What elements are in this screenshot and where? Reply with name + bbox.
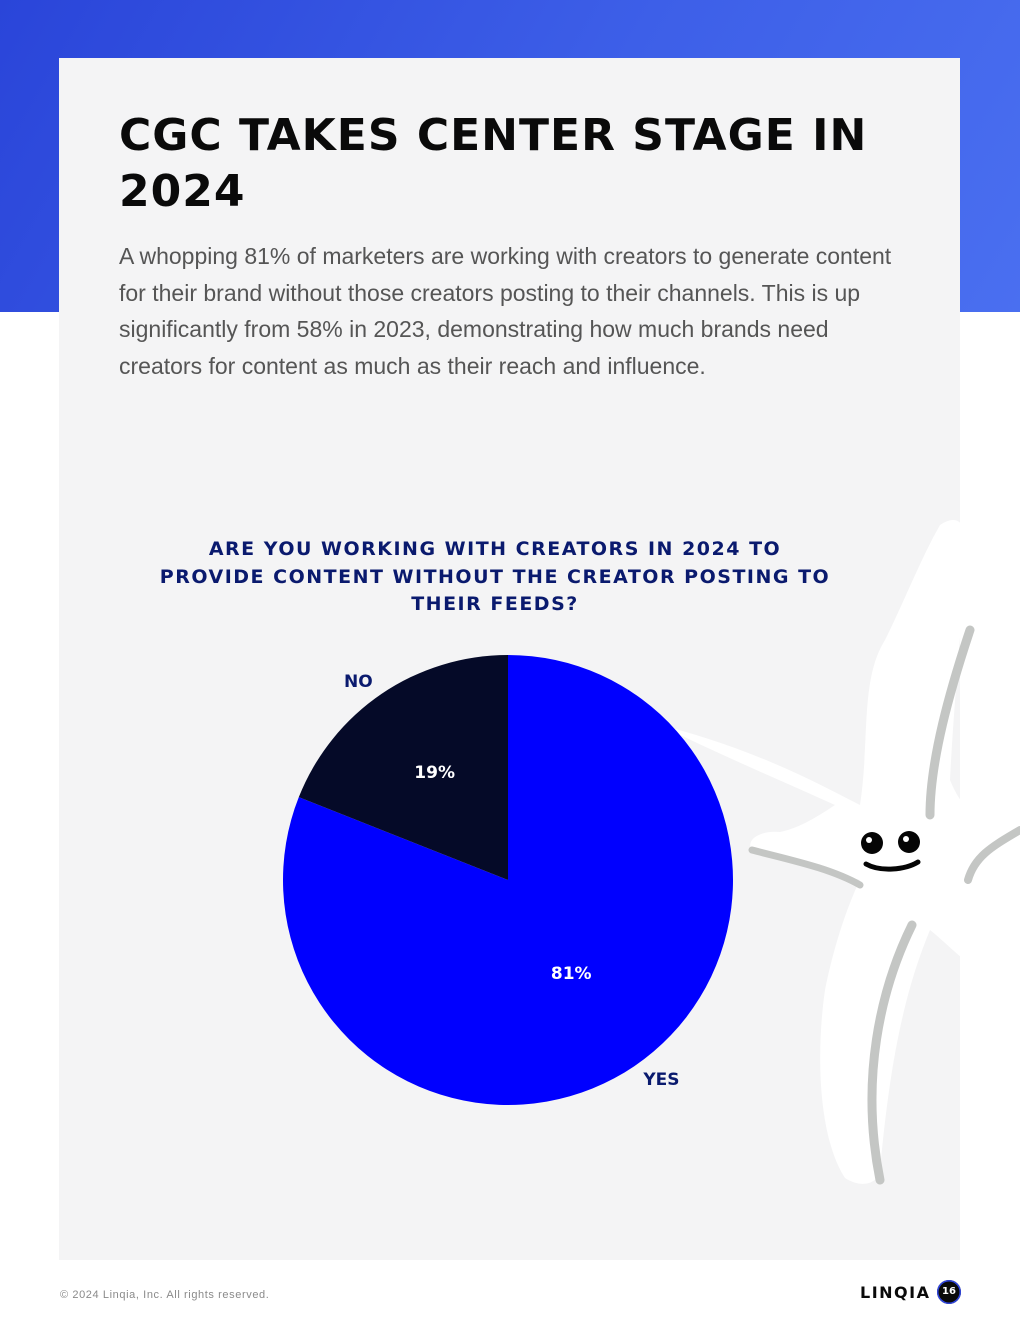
intro-paragraph: A whopping 81% of marketers are working … [119,243,892,379]
category-label-no: NO [344,672,373,692]
data-label-yes: 81% [551,964,592,984]
page-number-badge: 16 [937,1280,961,1304]
category-label-yes: YES [642,1070,679,1090]
page-title: CGC TAKES CENTER STAGE IN 2024 [119,110,868,217]
data-label-no: 19% [414,763,455,783]
linqia-logo: LINQIA [860,1283,931,1302]
pie-slice-no [298,655,508,880]
starfish-face [861,831,921,872]
chart-title: ARE YOU WORKING WITH CREATORS IN 2024 TO… [159,538,831,615]
starfish-body [660,520,1020,1185]
footer-copyright: © 2024 Linqia, Inc. All rights reserved. [60,1289,270,1301]
